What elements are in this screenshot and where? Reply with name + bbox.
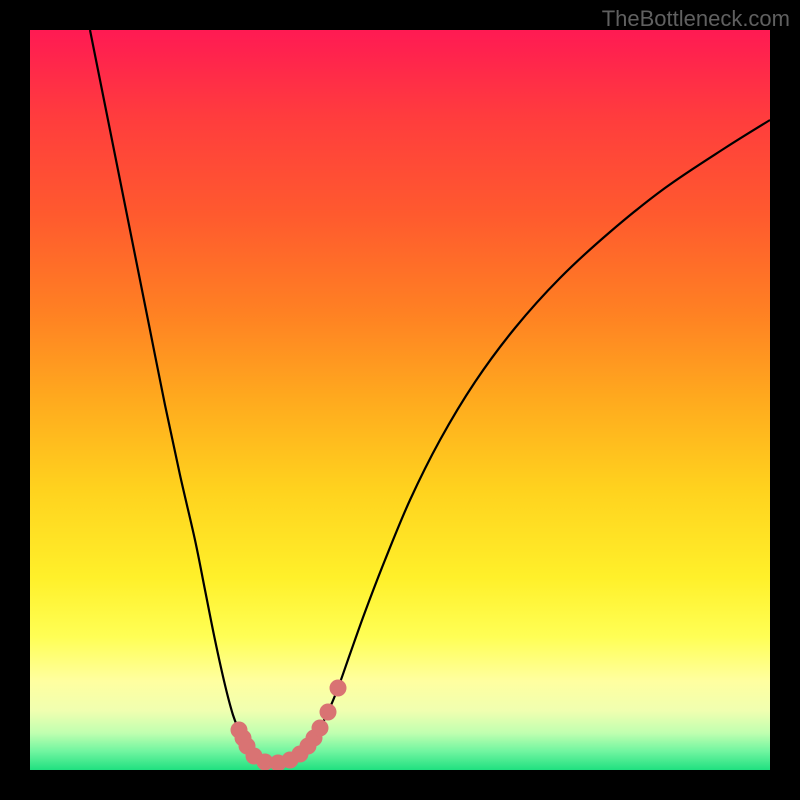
watermark-text: TheBottleneck.com bbox=[602, 6, 790, 32]
curve-overlay bbox=[30, 30, 770, 770]
bottleneck-curve bbox=[90, 30, 770, 763]
chart-container: TheBottleneck.com bbox=[0, 0, 800, 800]
highlight-dot bbox=[312, 720, 329, 737]
highlight-dot bbox=[330, 680, 347, 697]
highlight-dot bbox=[320, 704, 337, 721]
